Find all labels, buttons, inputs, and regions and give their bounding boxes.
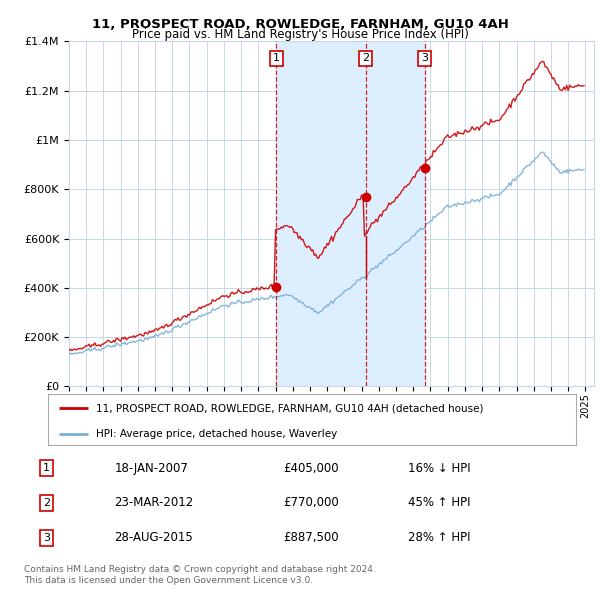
Text: £887,500: £887,500	[283, 532, 339, 545]
Text: 3: 3	[43, 533, 50, 543]
Text: 28-AUG-2015: 28-AUG-2015	[114, 532, 193, 545]
Text: Price paid vs. HM Land Registry's House Price Index (HPI): Price paid vs. HM Land Registry's House …	[131, 28, 469, 41]
Text: 28% ↑ HPI: 28% ↑ HPI	[407, 532, 470, 545]
Text: HPI: Average price, detached house, Waverley: HPI: Average price, detached house, Wave…	[95, 429, 337, 439]
Text: 11, PROSPECT ROAD, ROWLEDGE, FARNHAM, GU10 4AH (detached house): 11, PROSPECT ROAD, ROWLEDGE, FARNHAM, GU…	[95, 403, 483, 413]
Text: £405,000: £405,000	[283, 461, 339, 474]
Text: Contains HM Land Registry data © Crown copyright and database right 2024.: Contains HM Land Registry data © Crown c…	[24, 565, 376, 574]
Text: £770,000: £770,000	[283, 496, 339, 510]
Text: 2: 2	[43, 498, 50, 508]
Text: This data is licensed under the Open Government Licence v3.0.: This data is licensed under the Open Gov…	[24, 576, 313, 585]
Text: 1: 1	[43, 463, 50, 473]
Text: 16% ↓ HPI: 16% ↓ HPI	[407, 461, 470, 474]
Text: 1: 1	[273, 53, 280, 63]
Text: 18-JAN-2007: 18-JAN-2007	[114, 461, 188, 474]
Text: 23-MAR-2012: 23-MAR-2012	[114, 496, 193, 510]
Text: 45% ↑ HPI: 45% ↑ HPI	[407, 496, 470, 510]
Text: 3: 3	[421, 53, 428, 63]
Bar	[277, 41, 425, 386]
Text: 11, PROSPECT ROAD, ROWLEDGE, FARNHAM, GU10 4AH: 11, PROSPECT ROAD, ROWLEDGE, FARNHAM, GU…	[92, 18, 508, 31]
Text: 2: 2	[362, 53, 369, 63]
